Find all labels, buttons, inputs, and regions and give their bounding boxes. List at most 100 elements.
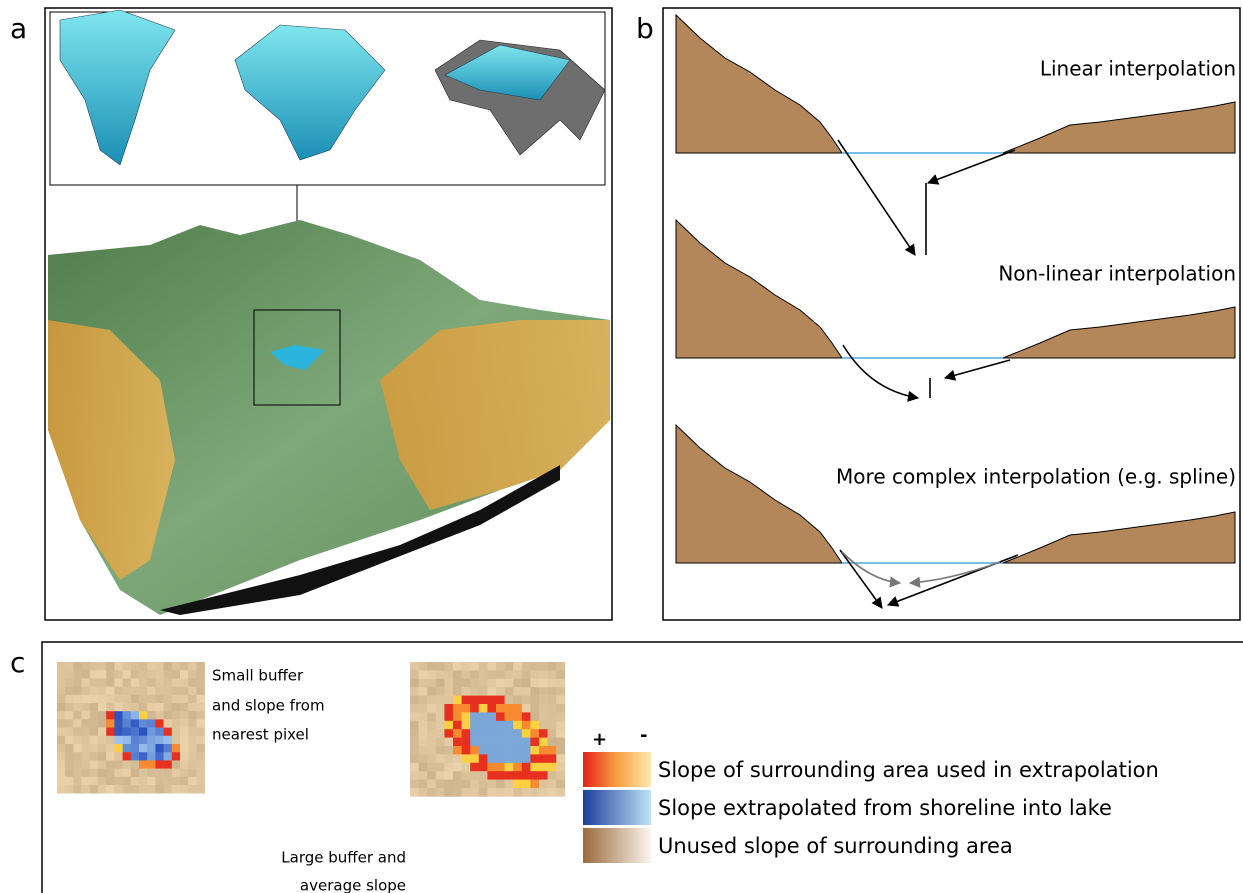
pixel [522, 721, 531, 730]
pixel [513, 721, 522, 730]
pixel [131, 687, 140, 696]
pixel [496, 754, 505, 763]
pixel [131, 760, 140, 769]
pixel [180, 769, 189, 778]
pixel [147, 662, 156, 671]
pixel [188, 769, 197, 778]
pixel [505, 780, 514, 789]
pixel [90, 777, 99, 786]
pixel [155, 687, 164, 696]
pixel [419, 712, 428, 721]
pixel [444, 670, 453, 679]
pixel [410, 763, 419, 772]
pixel [487, 754, 496, 763]
pixel [196, 728, 205, 737]
pixel [522, 746, 531, 755]
pixel [548, 771, 557, 780]
pixel [155, 736, 164, 745]
pixel [57, 719, 66, 728]
pixel [172, 760, 181, 769]
pixel [453, 771, 462, 780]
pixel [487, 738, 496, 747]
pixel [131, 670, 140, 679]
pixel [479, 729, 488, 738]
pixel [436, 738, 445, 747]
pixel [453, 754, 462, 763]
pixel [530, 670, 539, 679]
pixel [436, 679, 445, 688]
pixel [496, 746, 505, 755]
pixel [82, 719, 91, 728]
pixel [427, 763, 436, 772]
pixel [479, 670, 488, 679]
pixel [123, 678, 132, 687]
pixel [556, 754, 565, 763]
pixel [427, 746, 436, 755]
pixel [548, 746, 557, 755]
pixel [513, 771, 522, 780]
pixel [556, 696, 565, 705]
pixel [453, 670, 462, 679]
pixel [57, 736, 66, 745]
pixel [462, 729, 471, 738]
pixel [73, 678, 82, 687]
pixel [436, 687, 445, 696]
pixel [131, 752, 140, 761]
pixel [188, 752, 197, 761]
pixel [539, 780, 548, 789]
pixel [539, 712, 548, 721]
pixel [65, 760, 74, 769]
pixel [436, 704, 445, 713]
pixel [530, 696, 539, 705]
pixel [479, 721, 488, 730]
pixel [57, 777, 66, 786]
pixel [462, 763, 471, 772]
pixel [106, 670, 115, 679]
pixel [470, 746, 479, 755]
pixel [131, 662, 140, 671]
pixel [496, 704, 505, 713]
pixel [436, 771, 445, 780]
pixel [479, 738, 488, 747]
pixel [496, 738, 505, 747]
pixel [188, 728, 197, 737]
pixel [155, 760, 164, 769]
pixel [98, 744, 107, 753]
pixel [139, 695, 148, 704]
pixel [462, 746, 471, 755]
arrow [838, 140, 915, 255]
pixel [444, 704, 453, 713]
pixel [98, 687, 107, 696]
pixel [505, 704, 514, 713]
pixel [410, 670, 419, 679]
pixel [82, 769, 91, 778]
pixel [419, 679, 428, 688]
pixel [98, 728, 107, 737]
pixel [539, 670, 548, 679]
pixel [188, 662, 197, 671]
pixel [57, 695, 66, 704]
pixel [65, 687, 74, 696]
pixel [539, 754, 548, 763]
pixel [556, 670, 565, 679]
pixel [57, 785, 66, 794]
pixel [444, 771, 453, 780]
pixel [513, 738, 522, 747]
pixel [57, 744, 66, 753]
pixel [410, 754, 419, 763]
pixel [57, 769, 66, 778]
pixel [82, 662, 91, 671]
pixel [82, 777, 91, 786]
pixel [470, 662, 479, 671]
pixel [530, 729, 539, 738]
pixel [548, 754, 557, 763]
pixel [513, 746, 522, 755]
pixel [487, 729, 496, 738]
pixel [65, 662, 74, 671]
pixel [106, 662, 115, 671]
arrow [840, 550, 882, 608]
pixel [139, 752, 148, 761]
pixel [164, 703, 173, 712]
pixel [164, 769, 173, 778]
pixel [522, 771, 531, 780]
